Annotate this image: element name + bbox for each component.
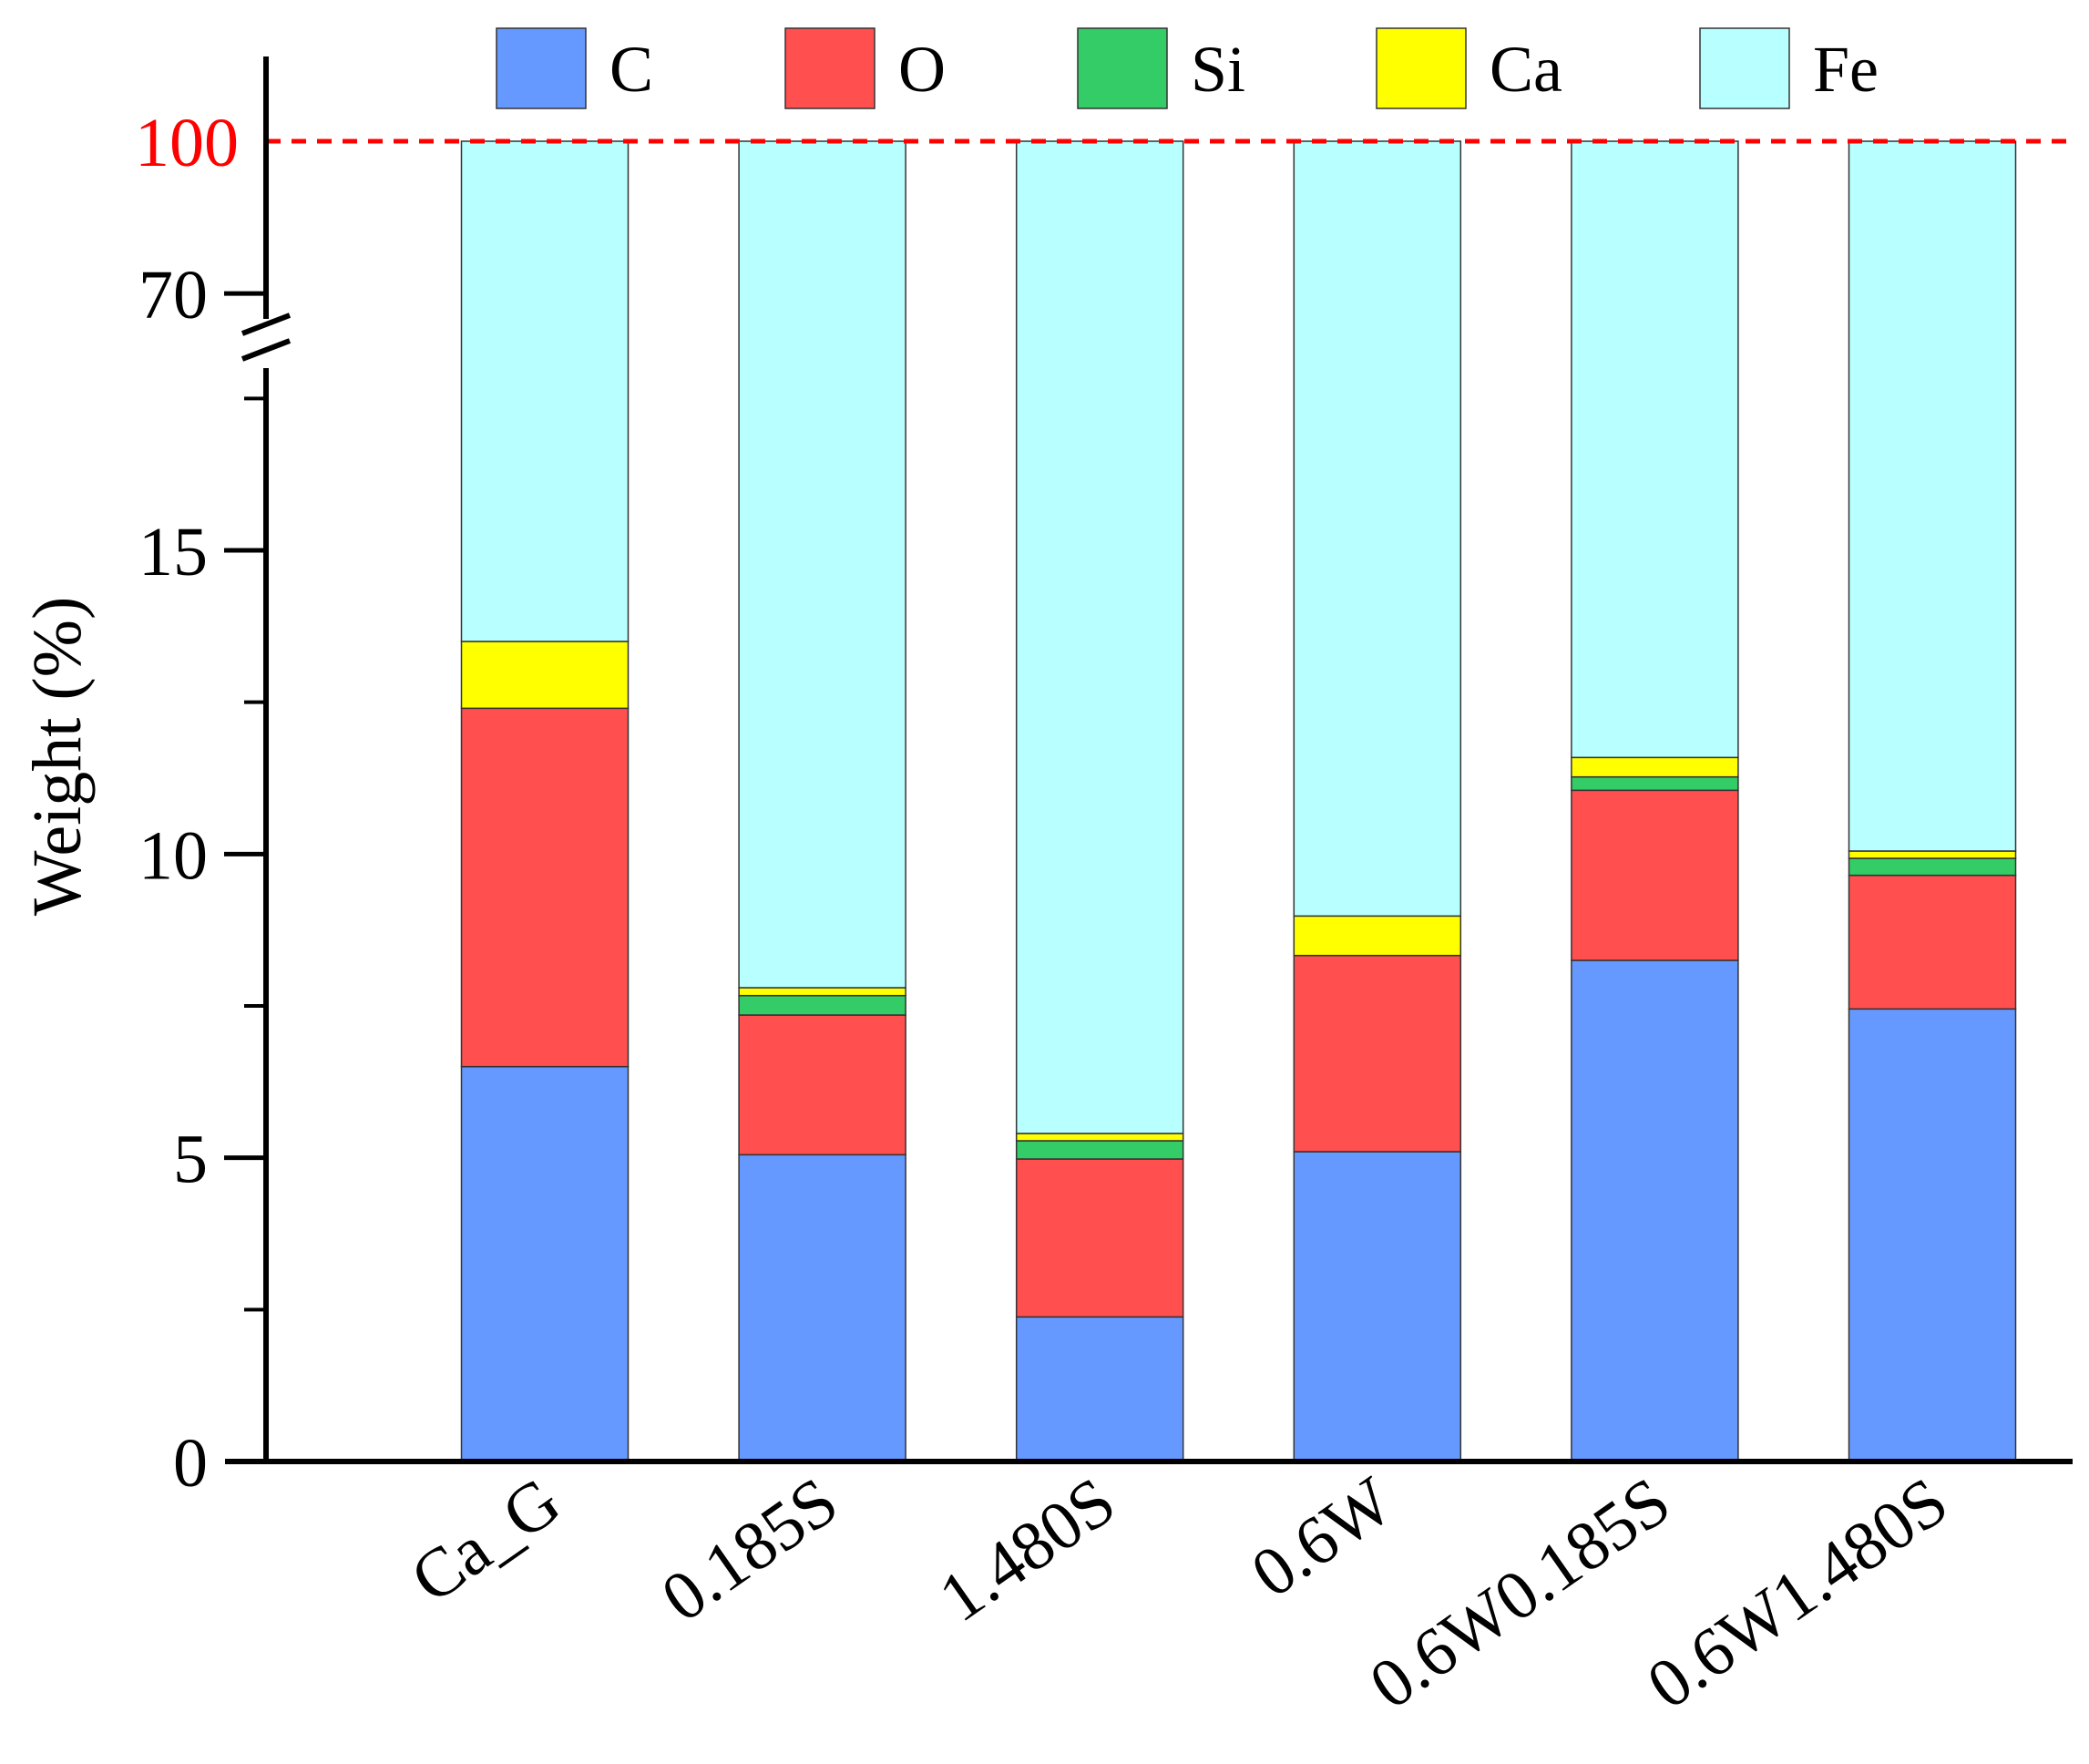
bar-si-0-185s: [738, 994, 906, 1016]
axis-break-mark-bottom: [241, 338, 292, 362]
bar-o-ca-g: [460, 707, 630, 1068]
bar-ca-0-6w: [1293, 915, 1462, 957]
bar-ca-0-6w0-185s: [1571, 756, 1739, 778]
bar-c-0-6w1-480s: [1848, 1008, 2017, 1462]
bar-si-0-6w0-185s: [1571, 775, 1739, 792]
legend-label-fe: Fe: [1813, 33, 1879, 106]
bar-si-0-6w1-480s: [1848, 857, 2017, 877]
bar-si-1-480s: [1015, 1140, 1184, 1160]
legend-label-si: Si: [1191, 33, 1245, 106]
axis-break-mark-top: [241, 313, 292, 336]
legend-label-ca: Ca: [1490, 33, 1562, 106]
x-tick-label-1-480s: 1.480S: [926, 1462, 1129, 1636]
legend-label-c: C: [609, 33, 653, 106]
x-tick-label-0-6w1-480s: 0.6W1.480S: [1633, 1462, 1961, 1724]
y-tick-label-15: 15: [138, 514, 208, 590]
bar-c-1-480s: [1015, 1316, 1184, 1462]
bar-ca-1-480s: [1015, 1133, 1184, 1142]
bar-c-0-185s: [738, 1154, 906, 1462]
bar-fe-0-185s: [738, 140, 906, 989]
legend-swatch-ca: [1376, 27, 1467, 109]
legend-swatch-o: [784, 27, 876, 109]
y-axis-label: Weight (%): [19, 597, 96, 917]
y-tick-label-0: 0: [173, 1425, 208, 1502]
bar-fe-1-480s: [1015, 140, 1184, 1134]
bar-ca-0-185s: [738, 987, 906, 997]
y-tick-label-70: 70: [138, 257, 208, 333]
bar-o-0-185s: [738, 1014, 906, 1156]
bar-c-0-6w0-185s: [1571, 959, 1739, 1462]
plot-area: [266, 138, 2073, 1462]
y-tick-label-5: 5: [173, 1122, 208, 1198]
bar-o-0-6w0-185s: [1571, 789, 1739, 961]
legend-label-o: O: [898, 33, 946, 106]
y-tick-label-10: 10: [138, 817, 208, 894]
bar-o-1-480s: [1015, 1158, 1184, 1318]
bar-fe-0-6w1-480s: [1848, 140, 2017, 852]
bar-c-ca-g: [460, 1065, 630, 1462]
legend-swatch-c: [496, 27, 587, 109]
legend-swatch-si: [1077, 27, 1168, 109]
reference-line-label: 100: [135, 105, 239, 181]
bar-o-0-6w1-480s: [1848, 874, 2017, 1010]
bar-ca-ca-g: [460, 641, 630, 710]
bar-fe-0-6w0-185s: [1571, 140, 1739, 759]
legend: C O Si Ca Fe: [496, 27, 1879, 109]
legend-swatch-fe: [1699, 27, 1790, 109]
bar-c-0-6w: [1293, 1151, 1462, 1462]
x-tick-label-0-6w: 0.6W: [1238, 1462, 1407, 1613]
x-tick-label-ca-g: Ca_G: [397, 1462, 573, 1618]
bar-fe-0-6w: [1293, 140, 1462, 918]
x-tick-label-0-185s: 0.185S: [648, 1462, 851, 1636]
bar-fe-ca-g: [460, 140, 630, 642]
bar-ca-0-6w1-480s: [1848, 850, 2017, 859]
x-tick-label-0-6w0-185s: 0.6W0.185S: [1357, 1462, 1684, 1724]
bar-o-0-6w: [1293, 954, 1462, 1153]
